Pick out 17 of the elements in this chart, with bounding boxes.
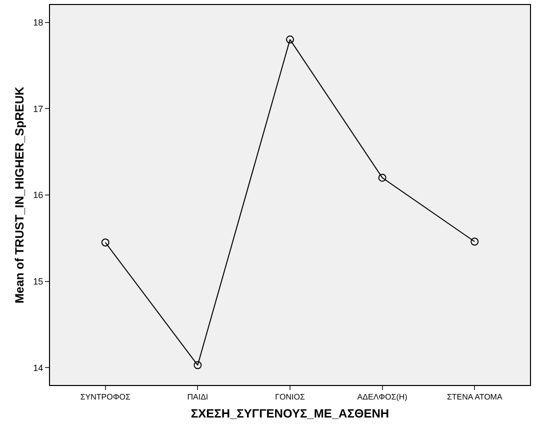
y-tick-label: 16 xyxy=(33,190,44,200)
point xyxy=(194,361,202,370)
x-tick-label: ΓΟΝΙΟΣ xyxy=(275,392,305,402)
y-axis-title: Mean of TRUST_IN_HIGHER_SpREUK xyxy=(12,86,26,304)
point xyxy=(378,174,386,182)
y-tick-label: 17 xyxy=(33,104,44,114)
point xyxy=(470,238,479,246)
y-tick-label: 15 xyxy=(33,276,44,287)
point xyxy=(286,36,294,44)
x-tick-label: ΣΤΕΝΑ ΑΤΟΜΑ xyxy=(446,392,503,402)
x-axis-title: ΣΧΕΣΗ_ΣΥΓΓΕΝΟΥΣ_ΜΕ_ΑΣΘΕΝΗ xyxy=(190,406,390,420)
x-tick-label: ΠΑΙΔΙ xyxy=(187,392,208,402)
point xyxy=(101,238,110,246)
y-tick-label: 14 xyxy=(33,362,44,373)
y-tick-label: 18 xyxy=(33,17,44,28)
x-tick-label: ΣΥΝΤΡΟΦΟΣ xyxy=(80,392,130,402)
x-tick-label: ΑΔΕΛΦΟΣ(Η) xyxy=(357,392,408,402)
